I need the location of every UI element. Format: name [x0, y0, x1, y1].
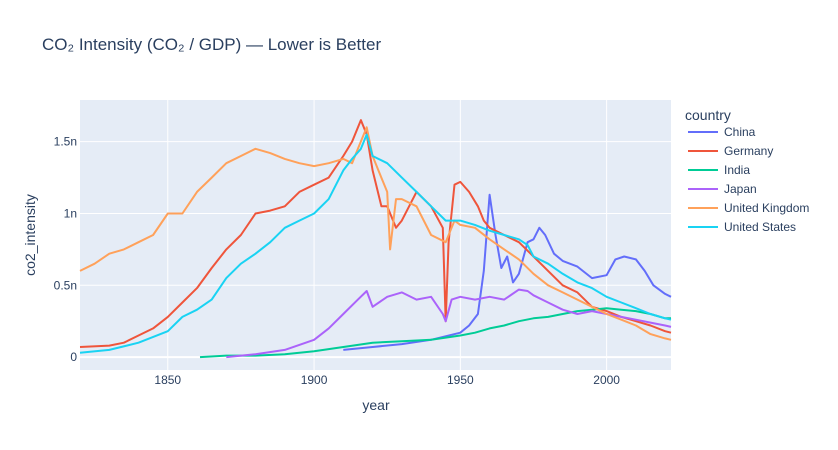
- legend-label: United Kingdom: [724, 201, 809, 215]
- legend-label: China: [724, 125, 756, 139]
- y-tick-label: 0.5n: [54, 278, 77, 292]
- legend-item-germany[interactable]: Germany: [688, 144, 773, 158]
- series-line-japan: [226, 288, 672, 359]
- x-tick-label: 1850: [154, 373, 181, 387]
- x-tick-label: 1950: [447, 373, 474, 387]
- legend-label: Germany: [724, 144, 773, 158]
- y-axis-ticks: 0 0.5n 1n 1.5n: [54, 135, 78, 364]
- series-line-united-kingdom: [79, 126, 672, 341]
- legend-item-japan[interactable]: Japan: [688, 182, 757, 196]
- series-line-india: [199, 307, 671, 359]
- x-axis-title: year: [362, 397, 390, 413]
- legend-item-united-kingdom[interactable]: United Kingdom: [688, 201, 809, 215]
- chart-title: CO₂ Intensity (CO₂ / GDP) — Lower is Bet…: [42, 35, 381, 54]
- y-axis-title: co2_intensity: [22, 194, 38, 276]
- legend-item-china[interactable]: China: [688, 125, 756, 139]
- legend-item-united-states[interactable]: United States: [688, 220, 796, 234]
- y-tick-label: 0: [70, 350, 77, 364]
- legend[interactable]: country China Germany India Japan United Kin…: [685, 107, 809, 234]
- series-lines: [79, 119, 672, 359]
- legend-label: Japan: [724, 182, 757, 196]
- legend-label: United States: [724, 220, 796, 234]
- series-line-germany: [79, 119, 672, 348]
- x-axis-ticks: 1850 1900 1950 2000: [154, 373, 620, 387]
- legend-item-india[interactable]: India: [688, 163, 750, 177]
- series-line-china: [343, 193, 672, 351]
- y-tick-label: 1n: [64, 206, 77, 220]
- y-tick-label: 1.5n: [54, 135, 77, 149]
- gridlines: [80, 100, 671, 370]
- series-line-united-states: [79, 133, 672, 354]
- legend-title: country: [685, 107, 731, 123]
- x-tick-label: 2000: [593, 373, 620, 387]
- plot-area: [80, 100, 671, 370]
- x-tick-label: 1900: [301, 373, 328, 387]
- legend-label: India: [724, 163, 750, 177]
